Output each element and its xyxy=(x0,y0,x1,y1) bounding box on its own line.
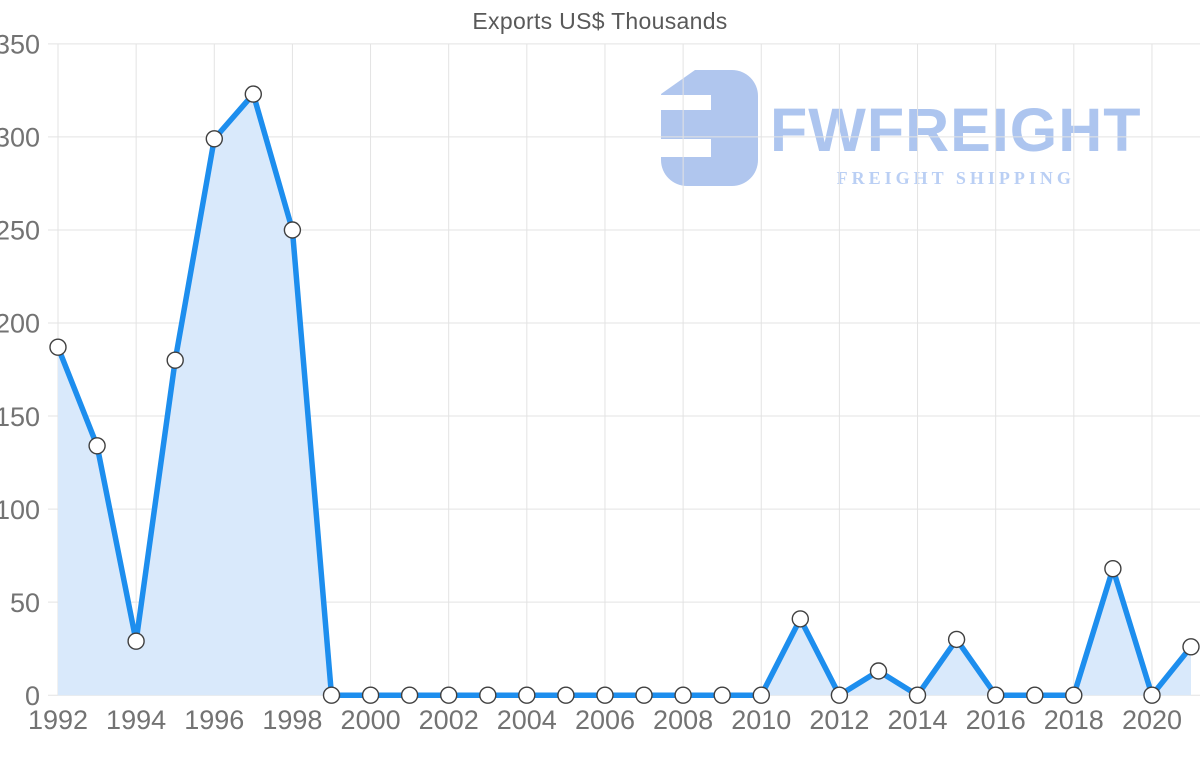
brand-tagline: FREIGHT SHIPPING xyxy=(836,168,1075,188)
x-axis-label: 1998 xyxy=(262,705,322,735)
data-point-2001 xyxy=(400,686,419,704)
x-axis-label: 1992 xyxy=(28,705,88,735)
data-point-2015 xyxy=(947,630,966,649)
data-point-2000 xyxy=(361,686,380,704)
data-point-1999 xyxy=(322,686,341,704)
data-point-1995 xyxy=(166,351,184,369)
x-axis-label: 1994 xyxy=(106,705,166,735)
data-point-2004 xyxy=(518,686,536,704)
series-area-fill xyxy=(58,94,1191,696)
x-axis-label: 2020 xyxy=(1122,705,1182,735)
data-point-2018 xyxy=(1065,686,1083,704)
data-point-1993 xyxy=(88,437,106,455)
data-point-2019 xyxy=(1104,560,1122,578)
data-point-2010 xyxy=(752,686,770,704)
x-axis-label: 2004 xyxy=(497,705,557,735)
x-axis-label: 1996 xyxy=(184,705,244,735)
data-point-2017 xyxy=(1026,686,1044,704)
data-point-2009 xyxy=(713,686,731,704)
data-point-1996 xyxy=(205,130,224,148)
data-point-1998 xyxy=(283,221,302,239)
x-axis-label: 2000 xyxy=(341,705,401,735)
x-axis-label: 2016 xyxy=(966,705,1026,735)
fwfreight-logo-mark-icon xyxy=(648,70,758,191)
y-axis-label: 100 xyxy=(0,495,40,525)
data-point-2002 xyxy=(440,686,458,704)
x-axis-label: 2002 xyxy=(419,705,479,735)
data-point-2012 xyxy=(830,686,849,704)
data-point-2016 xyxy=(987,686,1005,704)
data-point-2011 xyxy=(791,610,809,628)
data-point-2003 xyxy=(479,686,497,704)
x-axis-label: 2018 xyxy=(1044,705,1104,735)
chart-title: Exports US$ Thousands xyxy=(472,8,728,34)
brand-text-block: FWFREIGHT FREIGHT SHIPPING xyxy=(770,100,1142,189)
x-axis-label: 2006 xyxy=(575,705,635,735)
y-axis-label: 150 xyxy=(0,402,40,432)
data-point-2021 xyxy=(1182,638,1200,656)
y-axis-label: 50 xyxy=(10,588,40,618)
y-axis-label: 200 xyxy=(0,309,40,339)
brand-name: FWFREIGHT xyxy=(770,96,1142,164)
data-point-1997 xyxy=(244,85,263,103)
y-axis-label: 0 xyxy=(25,681,40,711)
data-point-2020 xyxy=(1143,686,1161,704)
y-axis-label: 300 xyxy=(0,123,40,153)
data-point-2005 xyxy=(557,686,575,704)
data-point-1992 xyxy=(49,338,67,356)
x-axis-label: 2014 xyxy=(887,705,947,735)
data-point-2007 xyxy=(635,686,653,704)
data-point-2008 xyxy=(674,686,692,704)
data-point-1994 xyxy=(127,632,145,650)
x-axis-label: 2008 xyxy=(653,705,713,735)
y-axis-label: 350 xyxy=(0,30,40,60)
x-axis-label: 2010 xyxy=(731,705,791,735)
brand-logo: FWFREIGHT FREIGHT SHIPPING xyxy=(648,70,1142,191)
data-point-2014 xyxy=(908,686,927,704)
data-point-2006 xyxy=(596,686,614,704)
y-axis-label: 250 xyxy=(0,216,40,246)
data-point-2013 xyxy=(869,662,888,680)
x-axis-label: 2012 xyxy=(809,705,869,735)
